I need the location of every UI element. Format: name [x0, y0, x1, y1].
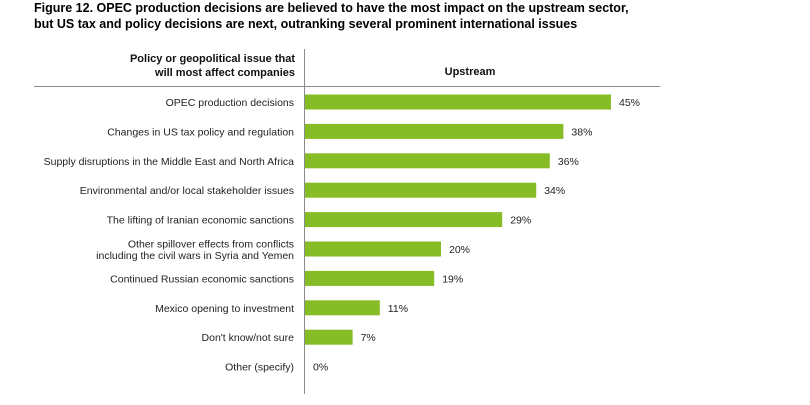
value-label: 20% [449, 244, 470, 256]
bar [305, 212, 503, 228]
value-label: 36% [558, 156, 579, 168]
category-label: Don't know/not sure [202, 332, 295, 344]
category-label: Changes in US tax policy and regulation [107, 126, 294, 138]
category-label: Other (specify) [225, 362, 294, 374]
value-label: 34% [544, 185, 565, 197]
category-label: Continued Russian economic sanctions [110, 273, 294, 285]
value-label: 11% [388, 303, 408, 315]
category-header-line-2: will most affect companies [155, 67, 295, 79]
figure-title-line-1: Figure 12. OPEC production decisions are… [34, 1, 629, 15]
bar [305, 153, 550, 169]
series-column-header: Upstream [444, 66, 496, 78]
value-label: 29% [510, 215, 531, 227]
value-label: 7% [361, 332, 376, 344]
category-label: OPEC production decisions [166, 97, 294, 109]
bar [305, 182, 537, 198]
category-label: Supply disruptions in the Middle East an… [44, 156, 295, 168]
category-header-line-1: Policy or geopolitical issue that [129, 53, 295, 65]
bar [305, 329, 353, 345]
category-label: Mexico opening to investment [155, 303, 294, 315]
bar [305, 300, 380, 316]
figure-title: Figure 12. OPEC production decisions are… [34, 0, 794, 32]
figure-title-line-2: but US tax and policy decisions are next… [34, 17, 578, 31]
category-label: The lifting of Iranian economic sanction… [107, 215, 294, 227]
value-label: 0% [313, 362, 328, 374]
value-label: 45% [619, 97, 640, 109]
category-column-header: Policy or geopolitical issue that will m… [60, 52, 295, 80]
bar [305, 241, 441, 257]
bar [305, 270, 435, 286]
category-axis-line [304, 49, 305, 394]
bar [305, 123, 564, 139]
value-label: 19% [442, 273, 463, 285]
category-label: Environmental and/or local stakeholder i… [80, 185, 294, 197]
value-label: 38% [571, 126, 592, 138]
bar [305, 94, 611, 110]
category-label: Other spillover effects from conflicts in… [96, 238, 294, 261]
header-divider [34, 86, 660, 87]
